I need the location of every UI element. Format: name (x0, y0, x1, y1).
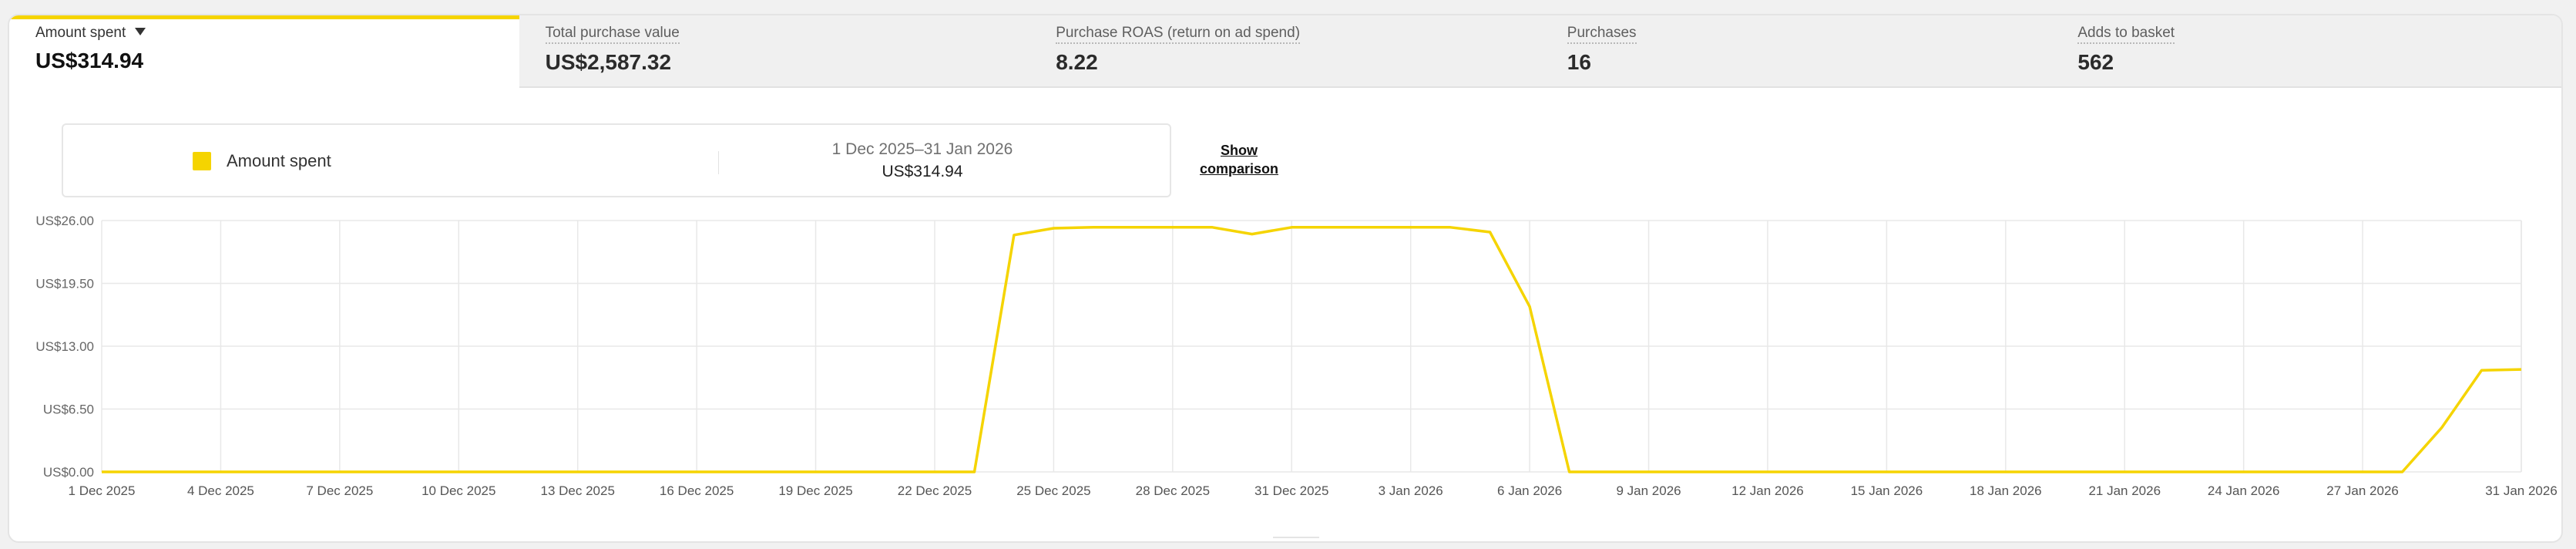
y-tick-label: US$26.00 (35, 214, 94, 228)
tab-value: US$2,587.32 (545, 50, 672, 74)
x-tick-label: 19 Dec 2025 (778, 483, 852, 498)
x-tick-label: 12 Jan 2026 (1731, 483, 1804, 498)
y-tick-label: US$6.50 (43, 402, 94, 417)
legend-date-range: 1 Dec 2025–31 Jan 2026 (831, 140, 1013, 158)
tab-value: 16 (1567, 50, 1591, 74)
tab-label: Adds to basket (2077, 25, 2175, 44)
x-tick-label: 7 Dec 2025 (306, 483, 373, 498)
x-tick-label: 13 Dec 2025 (541, 483, 615, 498)
x-tick-label: 24 Jan 2026 (2208, 483, 2280, 498)
x-tick-label: 6 Jan 2026 (1497, 483, 1562, 498)
x-tick-label: 3 Jan 2026 (1379, 483, 1443, 498)
tab-label: Total purchase value (545, 25, 680, 44)
x-tick-label: 25 Dec 2025 (1016, 483, 1090, 498)
y-tick-label: US$13.00 (35, 339, 94, 354)
metric-tabs: Amount spent US$314.94 Total purchase va… (9, 15, 2561, 88)
tab-value: US$314.94 (35, 49, 144, 72)
insights-card: Amount spent US$314.94 Total purchase va… (8, 14, 2563, 543)
tab-label: Purchase ROAS (return on ad spend) (1056, 25, 1301, 44)
tab-total-purchase-value[interactable]: Total purchase value US$2,587.32 (519, 15, 1030, 88)
chart-legend: Amount spent 1 Dec 2025–31 Jan 2026 US$3… (62, 123, 1171, 197)
x-tick-label: 15 Jan 2026 (1851, 483, 1923, 498)
x-tick-label: 9 Jan 2026 (1616, 483, 1681, 498)
scroll-handle[interactable] (1273, 537, 1319, 541)
legend-divider (718, 151, 719, 174)
series-line-amount-spent (102, 226, 2522, 473)
show-comparison-link[interactable]: Show comparison (1199, 143, 1279, 177)
legend-series-name: Amount spent (227, 151, 331, 170)
tab-purchases[interactable]: Purchases 16 (1540, 15, 2052, 88)
tab-value: 562 (2077, 50, 2114, 74)
x-tick-label: 31 Dec 2025 (1254, 483, 1328, 498)
legend-total: US$314.94 (882, 163, 963, 180)
x-tick-label: 28 Dec 2025 (1136, 483, 1210, 498)
x-tick-label: 31 Jan 2026 (2485, 483, 2558, 498)
tab-adds-to-basket[interactable]: Adds to basket 562 (2051, 15, 2561, 88)
y-tick-label: US$19.50 (35, 277, 94, 291)
y-tick-label: US$0.00 (43, 465, 94, 480)
tab-label: Purchases (1567, 25, 1637, 44)
tab-value: 8.22 (1056, 50, 1098, 74)
x-tick-label: 4 Dec 2025 (187, 483, 254, 498)
x-tick-label: 18 Jan 2026 (1970, 483, 2042, 498)
tab-purchase-roas[interactable]: Purchase ROAS (return on ad spend) 8.22 (1029, 15, 1541, 88)
tab-label: Amount spent (35, 25, 126, 41)
x-tick-label: 10 Dec 2025 (421, 483, 495, 498)
series-swatch (193, 152, 211, 170)
x-tick-label: 16 Dec 2025 (660, 483, 734, 498)
x-tick-label: 1 Dec 2025 (69, 483, 136, 498)
x-tick-label: 21 Jan 2026 (2088, 483, 2161, 498)
x-tick-label: 27 Jan 2026 (2326, 483, 2399, 498)
line-chart: US$0.00 US$6.50 US$13.00 US$19.50 US$26.00 1 … (35, 214, 2558, 498)
chevron-down-icon[interactable] (135, 28, 146, 35)
tab-amount-spent[interactable]: Amount spent US$314.94 (9, 15, 519, 88)
x-tick-label: 22 Dec 2025 (898, 483, 972, 498)
